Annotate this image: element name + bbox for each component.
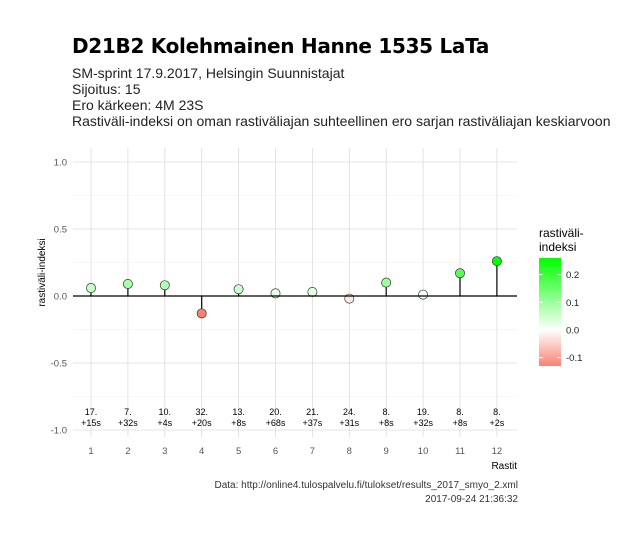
lollipop-point (196, 308, 207, 319)
subtitle-event: SM-sprint 17.9.2017, Helsingin Suunnista… (72, 65, 345, 81)
rank-label: 20. (269, 407, 282, 417)
rank-label: 32. (195, 407, 208, 417)
lollipop-point (381, 277, 392, 288)
rank-label: 7. (124, 407, 132, 417)
lollipop-point (491, 256, 502, 267)
x-tick-label: 12 (492, 446, 503, 457)
subtitle-gap: Ero kärkeen: 4M 23S (72, 97, 204, 113)
x-tick-label: 3 (162, 446, 167, 457)
lollipop-point (233, 284, 244, 295)
rank-label: 8. (493, 407, 501, 417)
x-tick-label: 5 (236, 446, 241, 457)
rank-label: 10. (159, 407, 172, 417)
rank-label: 8. (382, 407, 390, 417)
split-diff-label: +8s (453, 418, 468, 428)
split-diff-label: +2s (490, 418, 505, 428)
split-diff-label: +31s (339, 418, 359, 428)
x-tick-label: 10 (418, 446, 429, 457)
lollipop-point (122, 278, 133, 289)
split-diff-label: +20s (192, 418, 212, 428)
x-tick-label: 6 (273, 446, 278, 457)
legend: rastiväli-indeksi 0.2 0.1 0.0 -0.1 (539, 226, 584, 366)
split-diff-label: +68s (266, 418, 286, 428)
lollipop-point (86, 283, 96, 293)
data-marks: 17.+15s7.+32s10.+4s32.+20s13.+8s20.+68s2… (81, 256, 505, 428)
rank-label: 21. (306, 407, 319, 417)
lollipop-point (418, 289, 429, 300)
lollipop-point (307, 287, 318, 297)
timestamp-caption: 2017-09-24 21:36:32 (425, 494, 518, 505)
rank-label: 24. (343, 407, 356, 417)
x-tick-label: 7 (310, 446, 315, 457)
y-tick-label: -1.0 (51, 426, 67, 437)
subtitle-placement: Sijoitus: 15 (72, 81, 141, 97)
split-diff-label: +8s (379, 418, 394, 428)
rank-label: 13. (232, 407, 245, 417)
lollipop-point (159, 280, 170, 291)
chart-title: D21B2 Kolehmainen Hanne 1535 LaTa (72, 34, 490, 58)
legend-title-line2: indeksi (539, 240, 576, 254)
legend-tick-label: 0.1 (566, 298, 579, 309)
x-tick-label: 4 (199, 446, 204, 457)
x-tick-label: 2 (125, 446, 130, 457)
split-diff-label: +4s (157, 418, 172, 428)
legend-tick-label: 0.0 (566, 326, 579, 337)
x-tick-label: 1 (88, 446, 93, 457)
split-diff-label: +32s (413, 418, 433, 428)
legend-colorbar (539, 258, 561, 366)
x-tick-label: 11 (455, 446, 465, 457)
rank-label: 19. (417, 407, 430, 417)
rank-label: 8. (456, 407, 464, 417)
legend-title-line1: rastiväli- (539, 226, 584, 240)
x-tick-label: 8 (347, 446, 352, 457)
legend-tick-label: 0.2 (566, 270, 579, 281)
x-axis-title: Rastit (491, 461, 517, 472)
y-tick-label: 0.5 (54, 225, 67, 236)
y-tick-label: 1.0 (54, 158, 67, 169)
y-axis-title: rastiväli-indeksi (37, 238, 48, 306)
plot-panel (73, 148, 517, 437)
y-tick-label: 0.0 (54, 292, 67, 303)
x-tick-label: 9 (384, 446, 389, 457)
grid (73, 148, 517, 437)
y-tick-label: -0.5 (51, 359, 67, 370)
source-caption: Data: http://online4.tulospalvelu.fi/tul… (214, 480, 518, 491)
lollipop-point (455, 268, 465, 279)
split-diff-label: +15s (81, 418, 101, 428)
legend-tick-label: -0.1 (566, 353, 582, 364)
split-diff-label: +37s (303, 418, 323, 428)
rank-label: 17. (85, 407, 98, 417)
split-diff-label: +8s (231, 418, 246, 428)
subtitle-description: Rastiväli-indeksi on oman rastiväliajan … (72, 113, 611, 129)
split-diff-label: +32s (118, 418, 138, 428)
